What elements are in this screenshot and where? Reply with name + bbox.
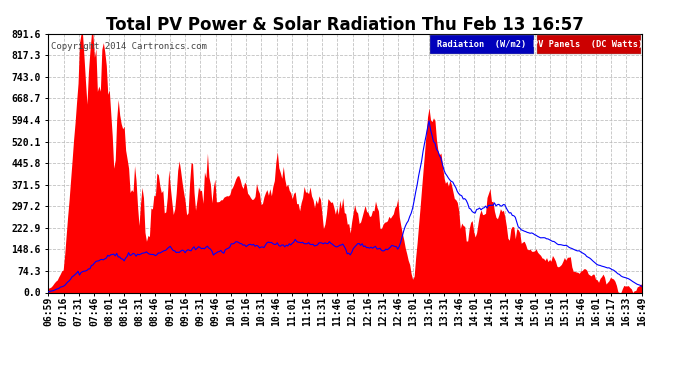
- Text: Radiation  (W/m2): Radiation (W/m2): [437, 40, 526, 49]
- FancyBboxPatch shape: [537, 35, 640, 54]
- Text: Copyright 2014 Cartronics.com: Copyright 2014 Cartronics.com: [51, 42, 207, 51]
- Title: Total PV Power & Solar Radiation Thu Feb 13 16:57: Total PV Power & Solar Radiation Thu Feb…: [106, 16, 584, 34]
- Text: PV Panels  (DC Watts): PV Panels (DC Watts): [533, 40, 644, 49]
- FancyBboxPatch shape: [430, 35, 533, 54]
